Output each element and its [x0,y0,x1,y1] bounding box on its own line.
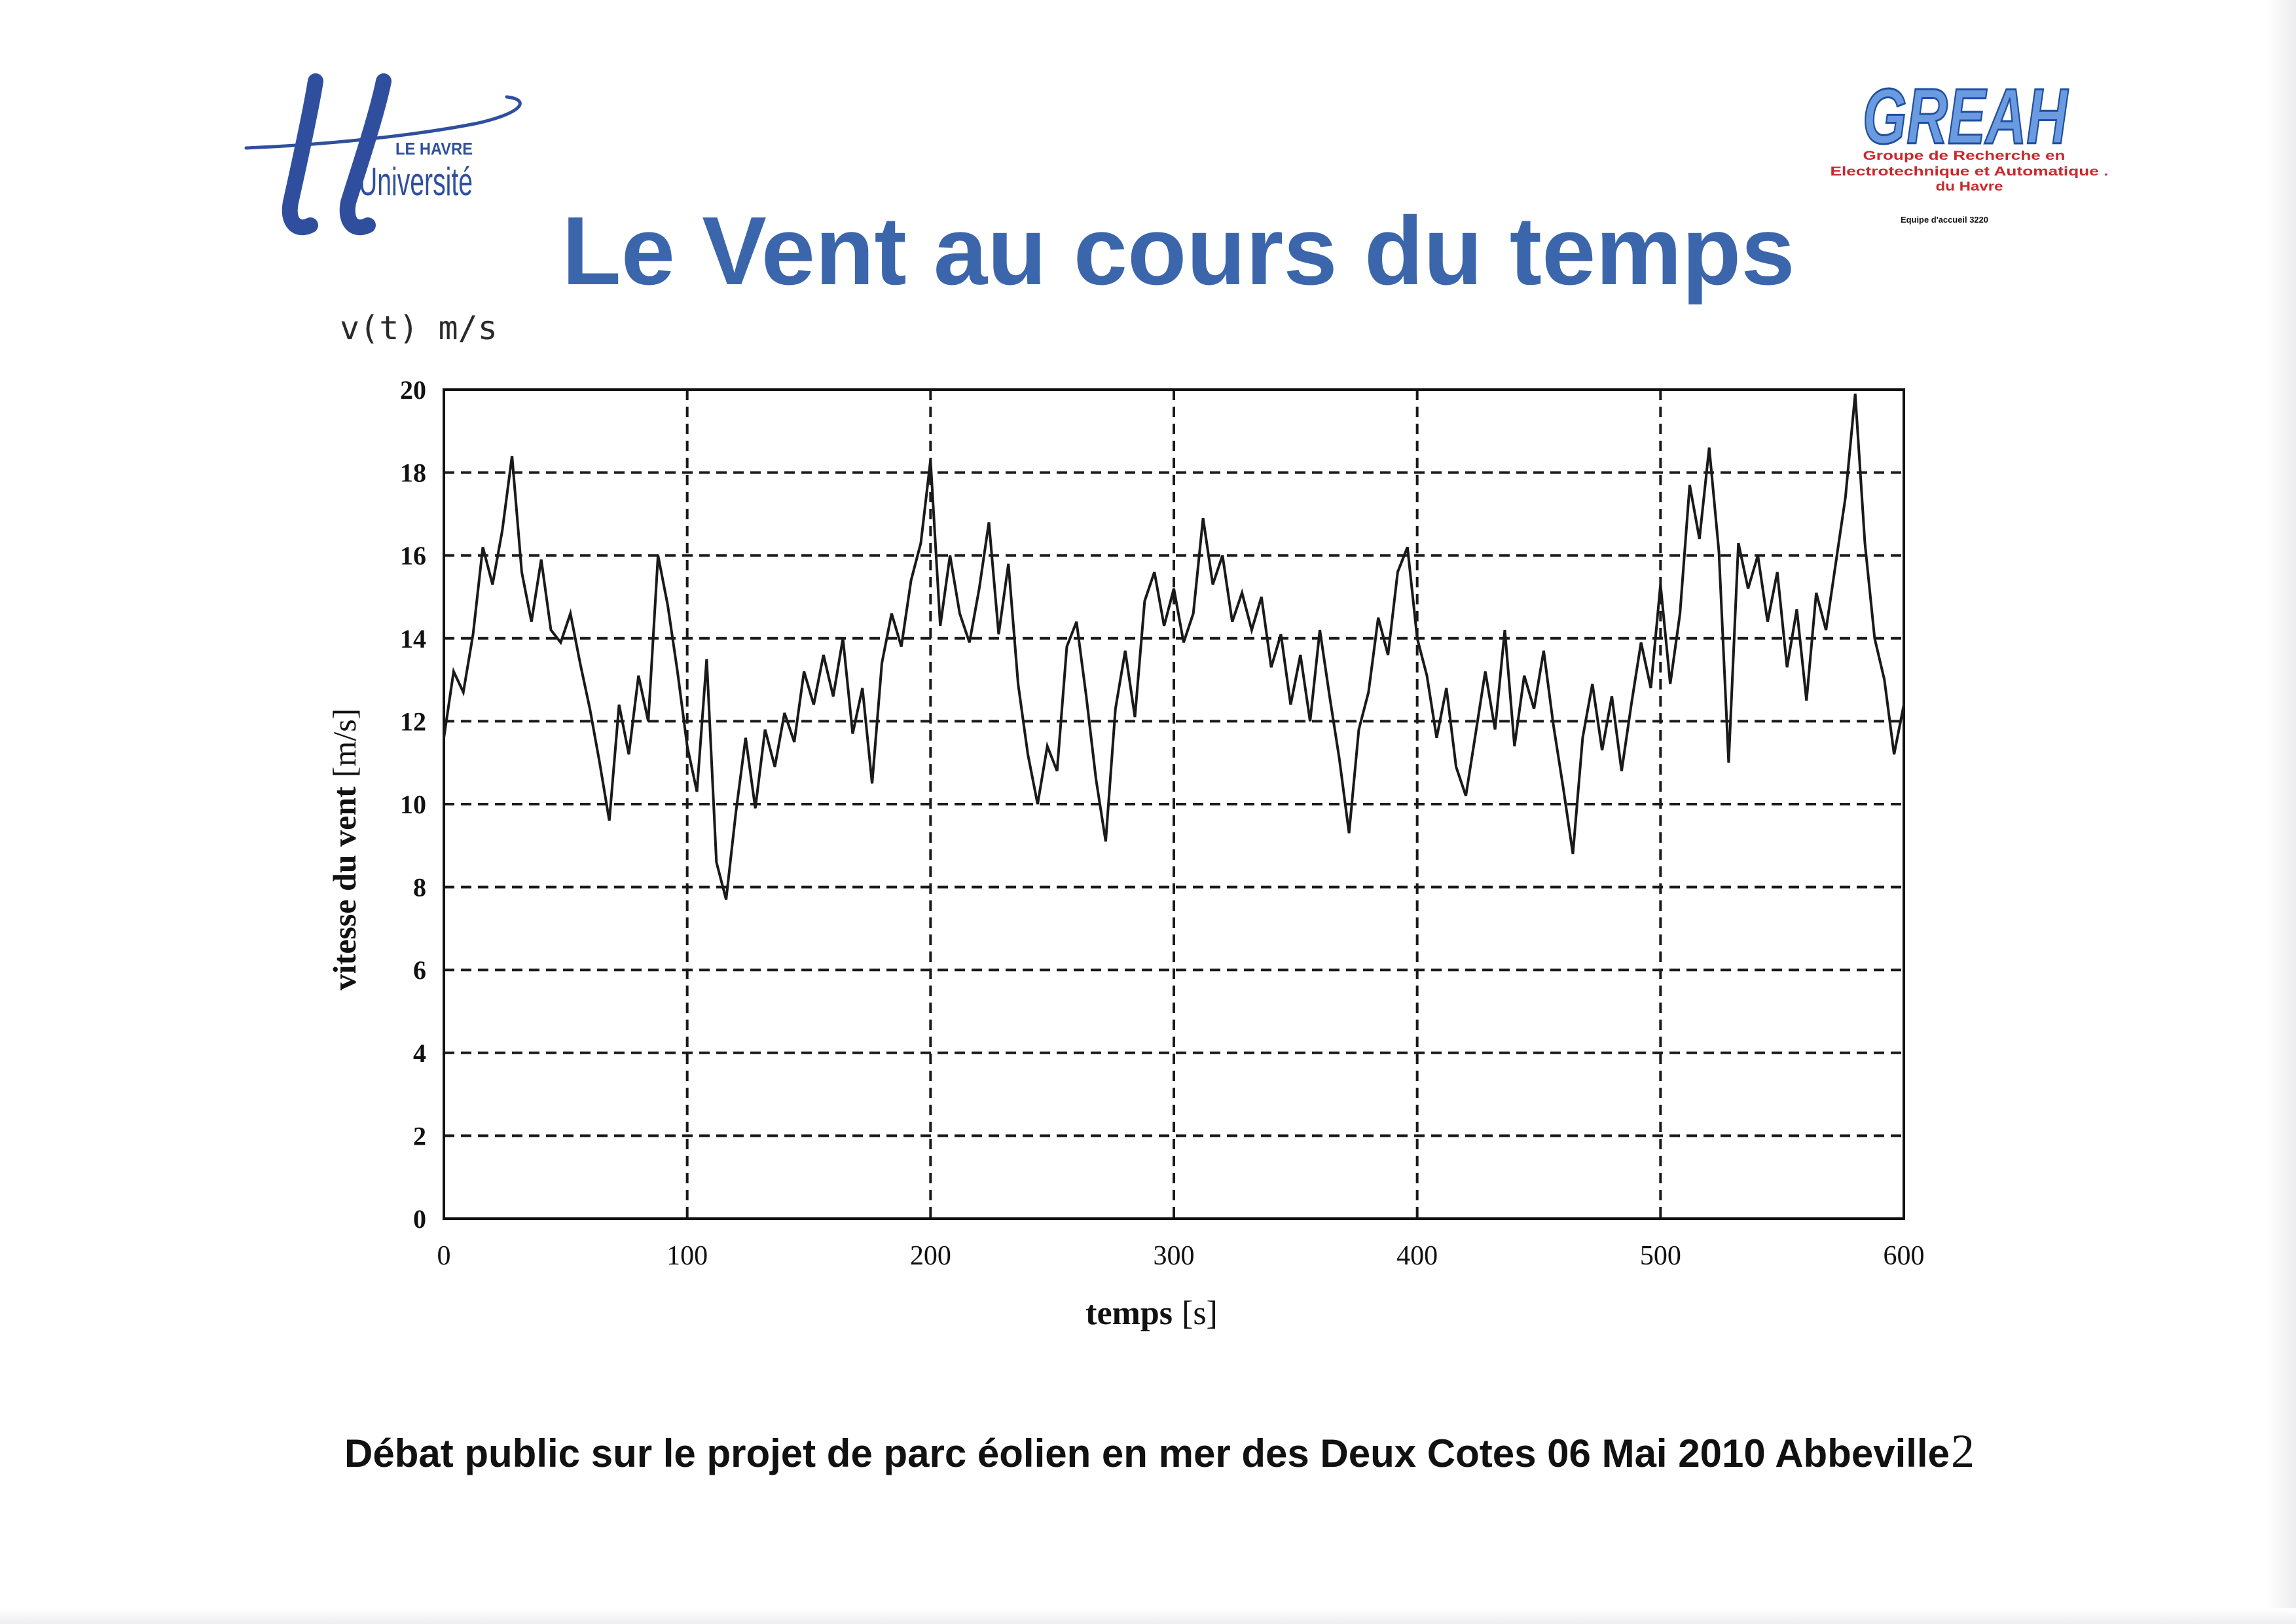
x-tick-label: 0 [437,1241,451,1271]
plot-frame [443,388,1905,1220]
logo-le-havre-text: LE HAVRE [395,139,473,158]
y-axis-label: vitesse du vent [m/s] [325,620,364,1079]
y-axis-label-unit: [m/s] [326,708,363,778]
slide-title: Le Vent au cours du temps [562,197,1795,305]
wind-speed-series-line [443,394,1905,900]
greah-logo-name: GREAH [1863,73,2069,160]
y-tick-label: 8 [413,873,426,902]
y-tick-label: 6 [413,955,426,985]
greah-logo-line4: Equipe d'accueil 3220 [1901,215,1988,225]
universite-le-havre-logo: LE HAVRE Université [244,73,522,236]
scan-edge-right [2267,0,2296,1624]
logo-stroke-right [339,73,392,236]
x-tick-label: 600 [1884,1241,1925,1271]
y-tick-label: 0 [413,1204,426,1234]
y-axis-label-text: vitesse du vent [326,786,363,991]
logo-stroke-left [282,73,323,236]
y-tick-label: 18 [400,458,426,488]
x-tick-label: 300 [1154,1241,1195,1271]
logo-swoosh [244,95,522,150]
y-tick-label: 2 [413,1121,426,1151]
chart-corner-label: v(t) m/s [340,309,498,347]
x-tick-label: 400 [1396,1241,1438,1271]
x-axis-label-unit: [s] [1182,1295,1218,1332]
greah-logo: GREAH Groupe de Recherche en Electrotech… [1831,72,2109,225]
logo-universite-text: Université [359,160,473,204]
scan-edge-bottom [0,1608,2296,1624]
greah-logo-line3: du Havre [1936,180,2003,194]
footer-text: Débat public sur le projet de parc éolie… [344,1431,1950,1475]
x-tick-label: 100 [666,1241,708,1271]
y-tick-label: 10 [400,790,426,819]
x-tick-label: 500 [1640,1241,1681,1271]
x-axis-label-text: temps [1085,1295,1173,1332]
y-tick-label: 20 [400,375,426,405]
y-tick-label: 4 [413,1039,426,1068]
y-tick-label: 12 [400,707,426,736]
x-axis-label: temps [s] [824,1294,1479,1333]
greah-logo-line2: Electrotechnique et Automatique . [1831,165,2109,179]
y-tick-label: 14 [400,624,426,654]
footer: Débat public sur le projet de parc éolie… [344,1428,1975,1475]
page-number: 2 [1950,1425,1975,1477]
y-tick-label: 16 [400,541,426,570]
x-tick-label: 200 [910,1241,951,1271]
greah-logo-line1: Groupe de Recherche en [1863,149,2066,163]
